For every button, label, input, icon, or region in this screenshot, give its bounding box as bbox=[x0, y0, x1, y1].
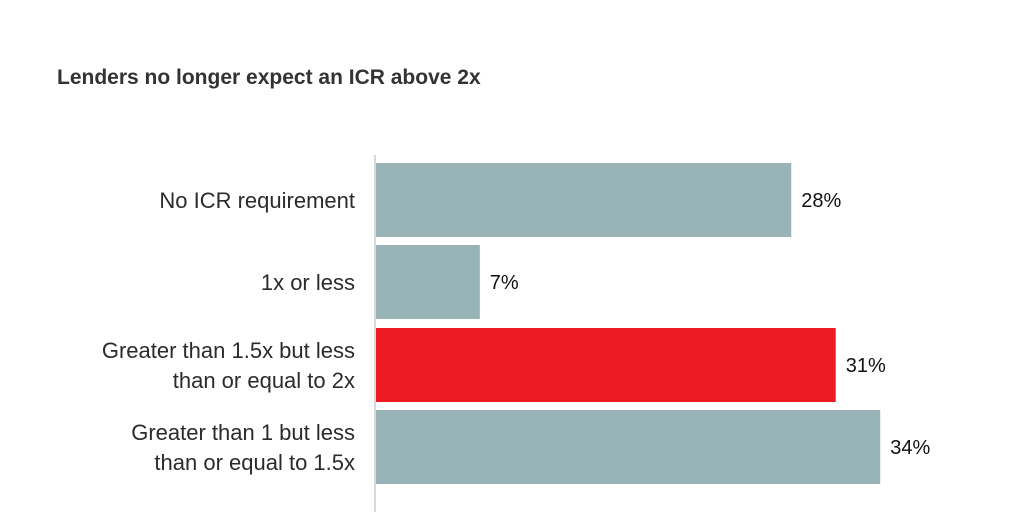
data-label: 28% bbox=[801, 190, 841, 212]
category-label: No ICR requirement bbox=[159, 188, 355, 213]
bar bbox=[376, 245, 480, 319]
category-label: Greater than 1.5x but less bbox=[102, 338, 355, 363]
bar bbox=[376, 328, 836, 402]
data-label: 31% bbox=[846, 355, 886, 377]
category-label: than or equal to 2x bbox=[173, 368, 355, 393]
category-label: 1x or less bbox=[261, 270, 355, 295]
data-label: 34% bbox=[890, 437, 930, 459]
chart-title: Lenders no longer expect an ICR above 2x bbox=[57, 66, 481, 89]
bar bbox=[376, 163, 792, 237]
data-label: 7% bbox=[490, 272, 519, 294]
category-label: than or equal to 1.5x bbox=[154, 450, 355, 475]
category-label: Greater than 1 but less bbox=[131, 420, 355, 445]
bar bbox=[376, 410, 881, 484]
